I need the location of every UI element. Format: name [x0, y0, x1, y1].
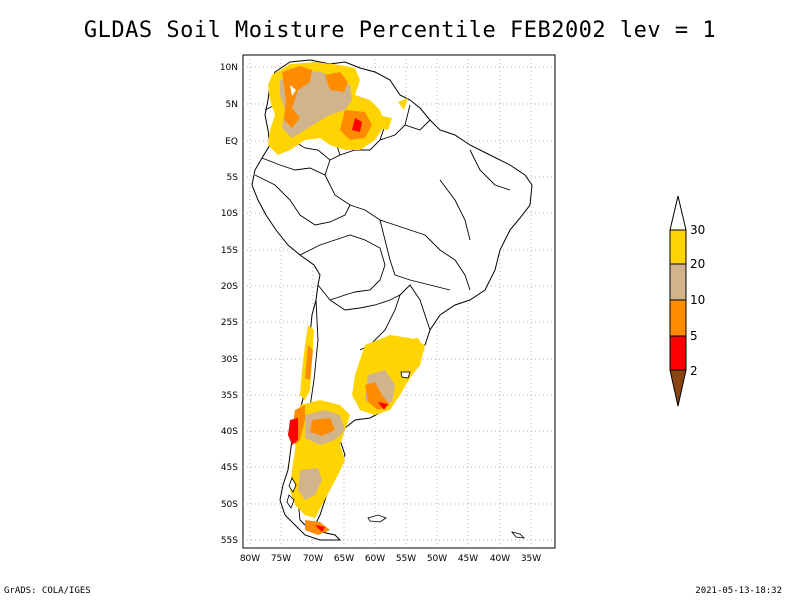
- lat-label-50s: 50S: [221, 500, 238, 510]
- lon-label-50w: 50W: [427, 554, 447, 564]
- lat-label-25s: 25S: [221, 318, 238, 328]
- grads-credit: GrADS: COLA/IGES: [4, 586, 91, 596]
- lon-label-65w: 65W: [334, 554, 354, 564]
- color-legend: 30 20 10 5 2: [669, 195, 705, 407]
- lat-label-15s: 15S: [221, 246, 238, 256]
- map-title: GLDAS Soil Moisture Percentile FEB2002 l…: [83, 18, 717, 43]
- legend-swatch-10-20: [669, 263, 687, 301]
- legend-swatch-2-5: [669, 335, 687, 371]
- lon-label-45w: 45W: [458, 554, 478, 564]
- lon-label-70w: 70W: [303, 554, 323, 564]
- lon-label-80w: 80W: [240, 554, 260, 564]
- latitude-labels: 10N 5N EQ 5S 10S 15S 20S 25S 30S 35S 40S…: [220, 63, 238, 546]
- lon-label-75w: 75W: [271, 554, 291, 564]
- lon-label-40w: 40W: [490, 554, 510, 564]
- legend-swatch-20-30: [669, 229, 687, 265]
- lat-label-20s: 20S: [221, 282, 238, 292]
- lat-label-5s: 5S: [227, 173, 239, 183]
- longitude-labels: 80W 75W 70W 65W 60W 55W 50W 45W 40W 35W: [240, 554, 541, 564]
- lat-label-30s: 30S: [221, 355, 238, 365]
- moisture-shading: [268, 62, 425, 535]
- legend-swatch-5-10: [669, 299, 687, 337]
- island-outlines: [286, 371, 526, 539]
- lat-label-10s: 10S: [221, 209, 238, 219]
- lat-label-55s: 55S: [221, 536, 238, 546]
- legend-swatch-below-2: [669, 369, 687, 407]
- legend-label-5: 5: [690, 329, 698, 343]
- lat-label-10n: 10N: [220, 63, 238, 73]
- lat-label-eq: EQ: [225, 137, 238, 147]
- legend-label-10: 10: [690, 293, 705, 307]
- lon-label-60w: 60W: [365, 554, 385, 564]
- lat-label-35s: 35S: [221, 391, 238, 401]
- lat-label-5n: 5N: [226, 100, 238, 110]
- lat-label-40s: 40S: [221, 427, 238, 437]
- legend-swatch-above-30: [669, 195, 687, 231]
- legend-label-2: 2: [690, 364, 698, 378]
- legend-label-20: 20: [690, 257, 705, 271]
- lon-label-55w: 55W: [396, 554, 416, 564]
- render-timestamp: 2021-05-13-18:32: [695, 586, 782, 596]
- legend-label-30: 30: [690, 223, 705, 237]
- lat-label-45s: 45S: [221, 463, 238, 473]
- lon-label-35w: 35W: [521, 554, 541, 564]
